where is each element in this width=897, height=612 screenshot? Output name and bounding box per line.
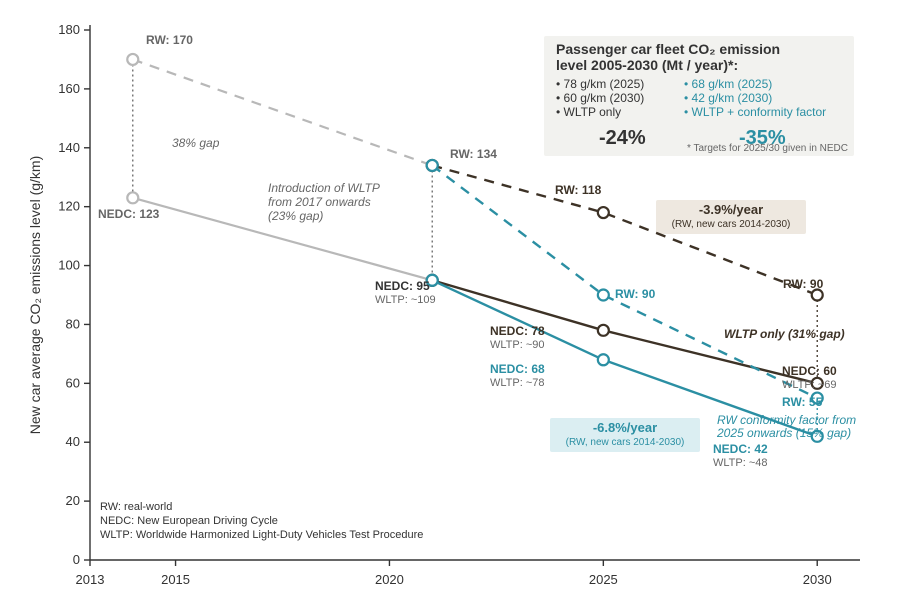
point-label-nedc-60: NEDC: 60 [782, 364, 837, 378]
point-label-rw-55: RW: 55 [782, 395, 823, 409]
x-tick-label: 2015 [161, 572, 190, 587]
point-label-rw-170: RW: 170 [146, 33, 193, 47]
point-label-rw-118: RW: 118 [555, 183, 602, 197]
info-left-item: • 78 g/km (2025) [556, 77, 644, 91]
info-title: level 2005-2030 (Mt / year)*: [556, 57, 738, 73]
point-sublabel-nedc-60: WLTP: ~69 [782, 379, 837, 391]
point-label-rw-90: RW: 90 [615, 287, 656, 301]
point-sublabel-nedc-68: WLTP: ~78 [490, 377, 545, 389]
point-label-nedc-123: NEDC: 123 [98, 207, 160, 221]
annot-intro-wltp: Introduction of WLTP [268, 181, 380, 195]
marker-rw_teal_dashed [427, 160, 438, 171]
legend-line: RW: real-world [100, 501, 172, 513]
y-tick-label: 180 [58, 22, 80, 37]
marker-nedc_teal_solid [598, 354, 609, 365]
point-label-rw-90b: RW: 90 [783, 277, 824, 291]
rate-title-dark: -3.9%/year [699, 202, 763, 217]
annot-intro-wltp: from 2017 onwards [268, 195, 371, 209]
rate-sub-teal: (RW, new cars 2014-2030) [566, 437, 685, 448]
rate-sub-dark: (RW, new cars 2014-2030) [672, 219, 791, 230]
co2-emissions-chart: 0 20 40 60 80 100 120 140 160 180 2013 2015 2020 2025… [0, 0, 897, 612]
marker-rw_gray_dashed [127, 54, 138, 65]
info-left-item: • WLTP only [556, 105, 621, 119]
annot-intro-wltp: (23% gap) [268, 209, 323, 223]
annot-rw-conformity: RW conformity factor from [717, 413, 856, 427]
marker-rw_dark_dashed [812, 290, 823, 301]
rate-title-teal: -6.8%/year [593, 420, 657, 435]
info-right-item: • 42 g/km (2030) [684, 91, 772, 105]
point-sublabel-nedc-95: WLTP: ~109 [375, 294, 436, 306]
point-label-nedc-68: NEDC: 68 [490, 362, 545, 376]
point-sublabel-nedc-78: WLTP: ~90 [490, 339, 545, 351]
info-big-left: -24% [599, 127, 646, 149]
y-tick-label: 60 [66, 375, 80, 390]
info-left-item: • 60 g/km (2030) [556, 91, 644, 105]
y-tick-label: 80 [66, 316, 80, 331]
point-label-nedc-95: NEDC: 95 [375, 279, 430, 293]
info-right-item: • WLTP + conformity factor [684, 105, 826, 119]
info-right-item: • 68 g/km (2025) [684, 77, 772, 91]
point-label-rw-134: RW: 134 [450, 147, 497, 161]
chart-svg: 0 20 40 60 80 100 120 140 160 180 2013 2015 2020 2025… [0, 0, 897, 612]
legend-line: NEDC: New European Driving Cycle [100, 515, 278, 527]
marker-rw_teal_dashed [598, 290, 609, 301]
y-tick-label: 40 [66, 434, 80, 449]
point-label-nedc-42: NEDC: 42 [713, 442, 768, 456]
x-tick-label: 2013 [76, 572, 105, 587]
info-footnote: * Targets for 2025/30 given in NEDC [687, 143, 848, 154]
x-tick-label: 2030 [803, 572, 832, 587]
y-tick-label: 20 [66, 493, 80, 508]
point-sublabel-nedc-42: WLTP: ~48 [713, 457, 768, 469]
legend-line: WLTP: Worldwide Harmonized Light-Duty Ve… [100, 529, 423, 541]
y-tick-label: 140 [58, 140, 80, 155]
y-tick-label: 120 [58, 199, 80, 214]
marker-nedc_dark_solid [598, 325, 609, 336]
annot-rw-conformity: 2025 onwards (15% gap) [716, 426, 851, 440]
x-tick-label: 2020 [375, 572, 404, 587]
x-tick-label: 2025 [589, 572, 618, 587]
annot-wltp-only: WLTP only (31% gap) [724, 327, 845, 341]
y-tick-label: 0 [73, 552, 80, 567]
y-tick-label: 100 [58, 258, 80, 273]
y-tick-label: 160 [58, 81, 80, 96]
marker-rw_dark_dashed [598, 207, 609, 218]
info-title: Passenger car fleet CO₂ emission [556, 41, 780, 57]
point-label-nedc-78: NEDC: 78 [490, 324, 545, 338]
y-axis-label: New car average CO₂ emissions level (g/k… [27, 156, 43, 435]
marker-nedc_gray_solid [127, 192, 138, 203]
annot-gap38: 38% gap [172, 136, 220, 150]
